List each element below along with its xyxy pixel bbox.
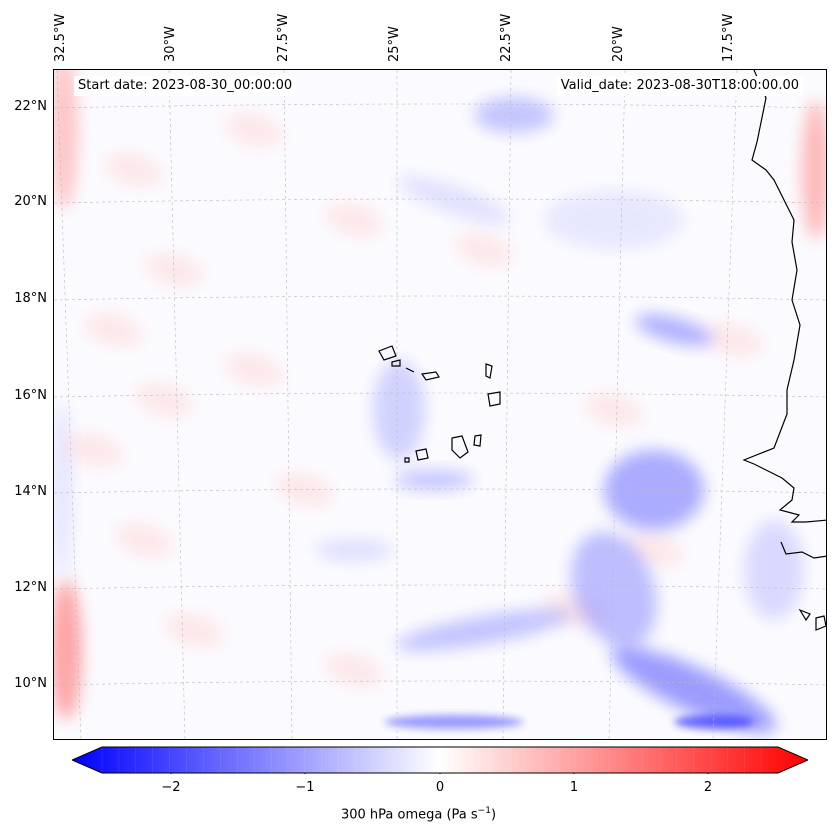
parallel-line <box>54 392 826 398</box>
meridian-line <box>283 70 293 739</box>
longitude-label: 17.5°W <box>721 13 736 62</box>
latitude-label: 16°N <box>14 388 47 403</box>
meridian-line <box>608 70 626 739</box>
longitude-label: 27.5°W <box>276 13 291 62</box>
colorbar <box>72 746 808 774</box>
omega-blob <box>373 360 425 460</box>
longitude-label: 25°W <box>387 26 402 62</box>
omega-blob <box>384 715 524 729</box>
start-date-label: Start date: 2023-08-30_00:00:00 <box>74 76 297 96</box>
omega-blob <box>224 112 284 148</box>
parallel-line <box>54 103 826 109</box>
colorbar-tick-label: 0 <box>435 780 445 795</box>
omega-blob <box>164 612 224 648</box>
longitude-label: 20°W <box>611 26 626 62</box>
longitude-label: 32.5°W <box>53 13 68 62</box>
omega-blob <box>114 522 174 558</box>
parallel-line <box>54 488 826 494</box>
omega-blob <box>64 432 124 468</box>
colorbar-tick-label: −2 <box>161 780 181 795</box>
omega-blob <box>611 647 777 733</box>
longitude-label: 22.5°W <box>499 13 514 62</box>
africa-coastline <box>742 70 826 523</box>
colorbar-label: 300 hPa omega (Pa s−1) <box>340 806 497 823</box>
latitude-label: 18°N <box>14 291 47 306</box>
coastline <box>378 70 826 631</box>
omega-blob <box>324 652 384 688</box>
parallel-line <box>54 198 826 204</box>
island-boa-vista <box>487 391 501 407</box>
valid-date-label: Valid_date: 2023-08-30T18:00:00.00 <box>556 76 803 96</box>
omega-blob <box>134 382 194 418</box>
omega-blob <box>802 100 826 240</box>
omega-field <box>54 70 826 733</box>
meridian-line <box>56 70 82 739</box>
longitude-label: 30°W <box>163 26 178 62</box>
omega-blob <box>454 232 514 268</box>
island-sao-nicolau <box>405 367 440 381</box>
omega-blob <box>324 202 384 238</box>
omega-blob <box>395 609 573 651</box>
island-maio <box>473 434 482 447</box>
omega-blob <box>54 70 78 210</box>
omega-blob <box>84 312 144 348</box>
omega-blob <box>744 520 804 620</box>
colorbar-tick-label: −1 <box>295 780 315 795</box>
colorbar-tick-label: 1 <box>569 780 579 795</box>
omega-blob <box>314 538 394 562</box>
map-panel <box>53 69 827 740</box>
omega-blob <box>571 531 657 649</box>
omega-blob <box>54 400 72 580</box>
parallel-line <box>54 584 826 590</box>
latitude-label: 14°N <box>14 484 47 499</box>
omega-blob <box>704 322 764 358</box>
omega-blob <box>274 472 334 508</box>
omega-blob <box>544 190 684 250</box>
colorbar-tick-label: 2 <box>703 780 713 795</box>
parallel-line <box>54 680 826 686</box>
omega-blob <box>104 152 164 188</box>
latitude-label: 20°N <box>14 194 47 209</box>
island-santo-antao <box>378 345 397 361</box>
map-canvas <box>54 70 826 739</box>
island-fogo <box>415 448 429 461</box>
island-sao-vicente <box>391 359 401 367</box>
parallel-line <box>54 295 826 301</box>
meridian-line <box>502 70 512 739</box>
omega-blob <box>674 715 754 729</box>
africa-coastline-south <box>780 541 826 559</box>
meridian-line <box>168 70 186 739</box>
omega-blob <box>584 392 644 428</box>
island-santiago <box>451 435 469 459</box>
bissagos-islands <box>798 608 826 631</box>
island-brava <box>404 457 410 463</box>
omega-blob <box>54 580 82 720</box>
graticule <box>54 70 826 739</box>
omega-blob <box>224 352 284 388</box>
island-sal <box>485 363 493 379</box>
omega-blob <box>394 470 474 490</box>
latitude-label: 22°N <box>14 99 47 114</box>
omega-blob <box>397 175 511 225</box>
meridian-line <box>712 70 738 739</box>
omega-blob <box>474 97 554 133</box>
omega-blob <box>635 314 713 346</box>
latitude-label: 12°N <box>14 580 47 595</box>
latitude-label: 10°N <box>14 676 47 691</box>
